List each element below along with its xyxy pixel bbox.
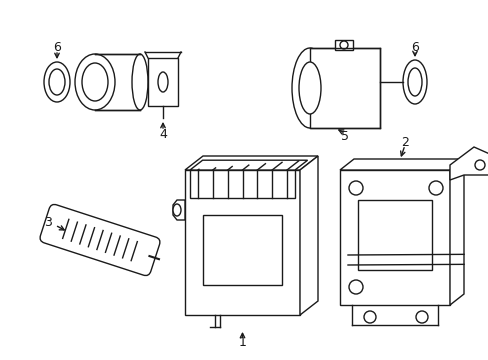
Polygon shape bbox=[339, 159, 463, 170]
Polygon shape bbox=[449, 147, 488, 180]
Ellipse shape bbox=[44, 62, 70, 102]
Ellipse shape bbox=[158, 72, 168, 92]
Ellipse shape bbox=[75, 54, 115, 110]
Text: 4: 4 bbox=[159, 127, 166, 140]
Ellipse shape bbox=[363, 311, 375, 323]
Polygon shape bbox=[190, 160, 307, 170]
Bar bbox=[190, 170, 294, 198]
Bar bbox=[309, 48, 379, 128]
Ellipse shape bbox=[82, 63, 108, 101]
Bar bbox=[184, 170, 299, 315]
Bar bbox=[334, 40, 352, 50]
Text: 5: 5 bbox=[340, 130, 348, 143]
Ellipse shape bbox=[298, 62, 320, 114]
Bar bbox=[339, 170, 449, 305]
Ellipse shape bbox=[339, 41, 347, 49]
Ellipse shape bbox=[348, 280, 362, 294]
Polygon shape bbox=[184, 156, 317, 170]
Ellipse shape bbox=[474, 160, 484, 170]
Ellipse shape bbox=[402, 60, 426, 104]
Text: 3: 3 bbox=[44, 216, 52, 229]
Ellipse shape bbox=[348, 181, 362, 195]
Text: 2: 2 bbox=[400, 135, 408, 149]
Bar bbox=[357, 200, 431, 270]
Ellipse shape bbox=[49, 69, 65, 95]
Ellipse shape bbox=[428, 181, 442, 195]
Ellipse shape bbox=[291, 48, 327, 128]
Ellipse shape bbox=[407, 68, 421, 96]
Bar bbox=[203, 215, 282, 285]
Ellipse shape bbox=[173, 204, 181, 216]
Text: 6: 6 bbox=[53, 41, 61, 54]
Text: 6: 6 bbox=[410, 41, 418, 54]
Polygon shape bbox=[299, 156, 317, 315]
Polygon shape bbox=[449, 159, 463, 305]
Text: 1: 1 bbox=[238, 337, 246, 350]
Polygon shape bbox=[173, 200, 184, 220]
FancyBboxPatch shape bbox=[40, 204, 160, 275]
Ellipse shape bbox=[415, 311, 427, 323]
Ellipse shape bbox=[132, 54, 148, 110]
Bar bbox=[148, 58, 178, 106]
